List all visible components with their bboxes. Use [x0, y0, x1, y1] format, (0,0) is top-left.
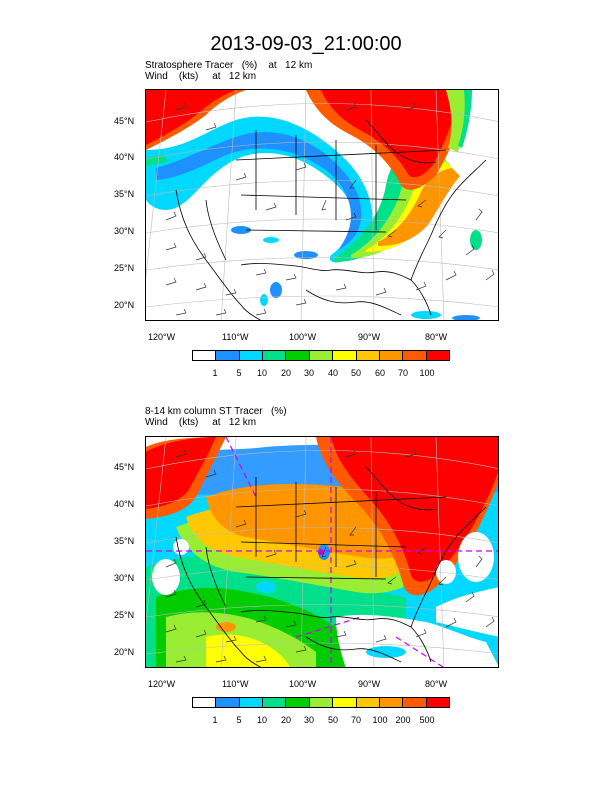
panel1-colorbar-swatch [403, 351, 427, 360]
panel1-colorbar-swatch [356, 351, 380, 360]
panel2-coastlines [175, 466, 487, 667]
panel2-colorbar-label: 70 [350, 715, 362, 725]
panel2-colorbar-label: 5 [236, 715, 242, 725]
panel1-colorbar-swatch [193, 351, 217, 360]
panel1-lon-label-90: 90°W [358, 332, 381, 342]
panel1-lat-label-25: 25°N [114, 263, 135, 273]
panel2-colorbar-label: 200 [395, 715, 411, 725]
panel1-lat-label-20: 20°N [114, 300, 135, 310]
panel2-map-graphic [146, 437, 498, 667]
panel2-lon-label-80: 80°W [425, 679, 448, 689]
panel2-title-line2: Wind (kts) at 12 km [145, 417, 257, 428]
panel1-title-line1: Stratosphere Tracer (%) at 12 km [145, 60, 313, 71]
panel2-colorbar [192, 697, 450, 708]
panel2-lat-label-20: 20°N [114, 647, 135, 657]
panel1-graticule [146, 90, 498, 320]
panel2-colorbar-swatch [379, 698, 404, 707]
panel1-colorbar-swatch [426, 351, 449, 360]
panel1-colorbar [192, 350, 450, 361]
panel2-colorbar-swatch [333, 698, 357, 707]
panel2-colorbar-label: 20 [280, 715, 292, 725]
panel2-map [145, 436, 499, 668]
panel2-tracer-field [146, 437, 498, 667]
panel1-map-graphic [146, 90, 498, 320]
panel2-lat-label-25: 25°N [114, 610, 135, 620]
panel2-lon-label-90: 90°W [358, 679, 381, 689]
panel2-colorbar-label: 500 [419, 715, 435, 725]
panel1-colorbar-label: 20 [280, 368, 292, 378]
panel2-lon-label-110: 110°W [222, 679, 249, 689]
panel2-colorbar-label: 1 [212, 715, 218, 725]
panel2-colorbar-swatch [356, 698, 380, 707]
panel1-colorbar-label: 70 [397, 368, 409, 378]
panel1-lat-label-45: 45°N [114, 116, 135, 126]
panel2-colorbar-label: 30 [303, 715, 315, 725]
panel1-colorbar-swatch [263, 351, 287, 360]
panel2-graticule [146, 437, 498, 667]
panel1-lat-label-30: 30°N [114, 226, 135, 236]
panel2-colorbar-label: 50 [327, 715, 339, 725]
panel1-colorbar-swatch [309, 351, 334, 360]
panel2-colorbar-swatch [216, 698, 240, 707]
panel1-tracer-field [146, 90, 482, 320]
panel1-colorbar-label: 60 [374, 368, 386, 378]
panel1-colorbar-swatch [333, 351, 357, 360]
panel2-colorbar-swatch [403, 698, 427, 707]
panel2-lat-label-35: 35°N [114, 536, 135, 546]
panel2-colorbar-swatch [263, 698, 287, 707]
panel2-lat-label-40: 40°N [114, 499, 135, 509]
panel1-wind-barbs [165, 102, 495, 316]
panel1-title-line2: Wind (kts) at 12 km [145, 71, 257, 82]
panel1-colorbar-label: 50 [350, 368, 362, 378]
panel2-lat-label-45: 45°N [114, 462, 135, 472]
panel2-wind-barbs [165, 449, 495, 663]
figure-title: 2013-09-03_21:00:00 [210, 33, 402, 55]
panel1-colorbar-label: 40 [327, 368, 339, 378]
panel1-lat-label-40: 40°N [114, 152, 135, 162]
panel1-colorbar-swatch [216, 351, 240, 360]
panel1-map [145, 89, 499, 321]
panel1-colorbar-label: 30 [303, 368, 315, 378]
panel1-colorbar-swatch [239, 351, 264, 360]
panel1-coastlines [175, 119, 487, 320]
panel1-colorbar-swatch [379, 351, 404, 360]
panel1-colorbar-label: 1 [212, 368, 218, 378]
panel2-lon-label-120: 120°W [148, 679, 176, 689]
panel2-magenta-lines [146, 437, 498, 667]
panel2-colorbar-label: 10 [256, 715, 268, 725]
panel1-lat-label-35: 35°N [114, 189, 135, 199]
panel2-title: 8-14 km column ST Tracer (%) Wind (kts) … [145, 406, 287, 428]
panel1-lon-label-80: 80°W [425, 332, 448, 342]
panel2-colorbar-swatch [426, 698, 449, 707]
panel1-colorbar-label: 5 [236, 368, 242, 378]
panel1-colorbar-swatch [286, 351, 310, 360]
panel1-colorbar-label: 10 [256, 368, 268, 378]
panel2-lon-label-100: 100°W [289, 679, 317, 689]
panel1-title: Stratosphere Tracer (%) at 12 km Wind (k… [145, 60, 312, 82]
panel1-lon-label-120: 120°W [148, 332, 176, 342]
panel2-lat-label-30: 30°N [114, 573, 135, 583]
panel1-colorbar-label: 100 [419, 368, 435, 378]
panel2-colorbar-swatch [286, 698, 310, 707]
panel2-title-line1: 8-14 km column ST Tracer (%) [145, 406, 287, 417]
panel2-colorbar-swatch [309, 698, 334, 707]
panel1-lon-label-110: 110°W [222, 332, 249, 342]
panel2-colorbar-swatch [239, 698, 264, 707]
panel2-colorbar-swatch [193, 698, 217, 707]
panel2-colorbar-label: 100 [372, 715, 388, 725]
panel1-lon-label-100: 100°W [289, 332, 317, 342]
